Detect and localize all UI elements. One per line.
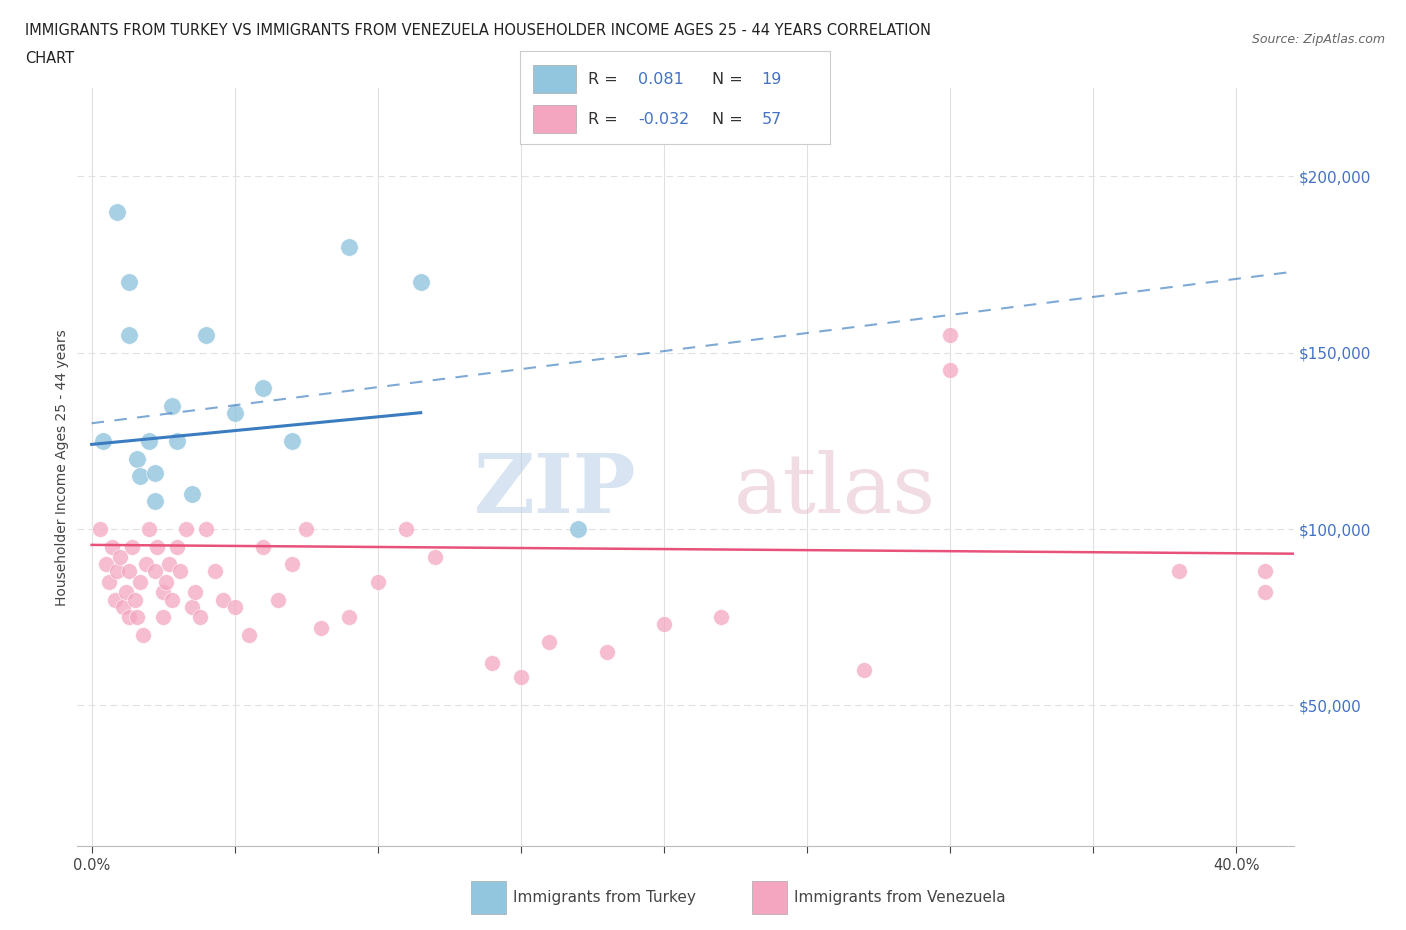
Point xyxy=(238,628,260,643)
Point xyxy=(143,494,166,509)
Text: ZIP: ZIP xyxy=(474,450,637,530)
Point xyxy=(135,557,157,572)
Text: 57: 57 xyxy=(762,112,782,126)
Point xyxy=(105,205,128,219)
Point xyxy=(481,656,503,671)
Point xyxy=(367,575,389,590)
Point xyxy=(212,592,235,607)
Point xyxy=(1254,564,1277,578)
Point xyxy=(190,610,212,625)
Point xyxy=(166,433,188,448)
Text: atlas: atlas xyxy=(734,450,936,530)
Point xyxy=(204,564,226,578)
Text: 0.081: 0.081 xyxy=(638,72,683,86)
Point xyxy=(160,592,183,607)
Point xyxy=(124,592,146,607)
Point xyxy=(132,628,155,643)
Point xyxy=(409,274,432,289)
Point xyxy=(180,599,202,614)
Point xyxy=(174,522,197,537)
Point xyxy=(195,522,218,537)
Text: IMMIGRANTS FROM TURKEY VS IMMIGRANTS FROM VENEZUELA HOUSEHOLDER INCOME AGES 25 -: IMMIGRANTS FROM TURKEY VS IMMIGRANTS FRO… xyxy=(25,23,931,38)
Point xyxy=(100,539,122,554)
Point xyxy=(146,539,169,554)
Point xyxy=(110,550,132,565)
Point xyxy=(118,274,141,289)
Point xyxy=(183,585,205,600)
Point xyxy=(1254,585,1277,600)
Text: Source: ZipAtlas.com: Source: ZipAtlas.com xyxy=(1251,33,1385,46)
Point xyxy=(160,398,183,413)
Point xyxy=(295,522,318,537)
Point xyxy=(509,670,531,684)
Point xyxy=(596,645,619,660)
Point xyxy=(567,522,589,537)
Point xyxy=(103,592,125,607)
Text: N =: N = xyxy=(711,72,748,86)
Point xyxy=(143,465,166,480)
Point xyxy=(129,575,152,590)
Point xyxy=(155,575,177,590)
Text: Immigrants from Turkey: Immigrants from Turkey xyxy=(513,890,696,905)
Point xyxy=(129,469,152,484)
Point xyxy=(157,557,180,572)
Point xyxy=(138,522,160,537)
Point xyxy=(252,380,274,395)
Point xyxy=(252,539,274,554)
Point xyxy=(195,327,218,342)
Point xyxy=(118,327,141,342)
FancyBboxPatch shape xyxy=(471,882,506,913)
Text: -0.032: -0.032 xyxy=(638,112,689,126)
Point xyxy=(939,363,962,378)
Point xyxy=(939,327,962,342)
Point xyxy=(127,451,149,466)
Point xyxy=(309,620,332,635)
Text: R =: R = xyxy=(588,72,623,86)
Point xyxy=(423,550,446,565)
Text: 19: 19 xyxy=(762,72,782,86)
Point xyxy=(121,539,143,554)
Point xyxy=(538,634,561,649)
Point xyxy=(281,557,304,572)
Point xyxy=(166,539,188,554)
Point xyxy=(337,240,360,255)
Point xyxy=(91,433,114,448)
Point xyxy=(224,405,246,420)
Point xyxy=(853,662,876,677)
Point xyxy=(337,610,360,625)
Point xyxy=(710,610,733,625)
Point xyxy=(118,564,141,578)
Text: Immigrants from Venezuela: Immigrants from Venezuela xyxy=(794,890,1007,905)
FancyBboxPatch shape xyxy=(533,65,576,93)
Point xyxy=(89,522,111,537)
Point xyxy=(395,522,418,537)
Point xyxy=(118,610,141,625)
Point xyxy=(138,433,160,448)
Point xyxy=(152,610,174,625)
Point xyxy=(224,599,246,614)
Point xyxy=(115,585,138,600)
Text: N =: N = xyxy=(711,112,748,126)
Point xyxy=(180,486,202,501)
Point xyxy=(143,564,166,578)
Point xyxy=(169,564,191,578)
Point xyxy=(112,599,135,614)
Point xyxy=(94,557,117,572)
Point xyxy=(97,575,120,590)
Point xyxy=(1168,564,1191,578)
Point xyxy=(652,617,675,631)
FancyBboxPatch shape xyxy=(533,105,576,133)
Point xyxy=(281,433,304,448)
Point xyxy=(152,585,174,600)
Text: R =: R = xyxy=(588,112,623,126)
Point xyxy=(266,592,288,607)
FancyBboxPatch shape xyxy=(752,882,787,913)
Point xyxy=(105,564,128,578)
Y-axis label: Householder Income Ages 25 - 44 years: Householder Income Ages 25 - 44 years xyxy=(55,329,69,605)
Point xyxy=(127,610,149,625)
Text: CHART: CHART xyxy=(25,51,75,66)
